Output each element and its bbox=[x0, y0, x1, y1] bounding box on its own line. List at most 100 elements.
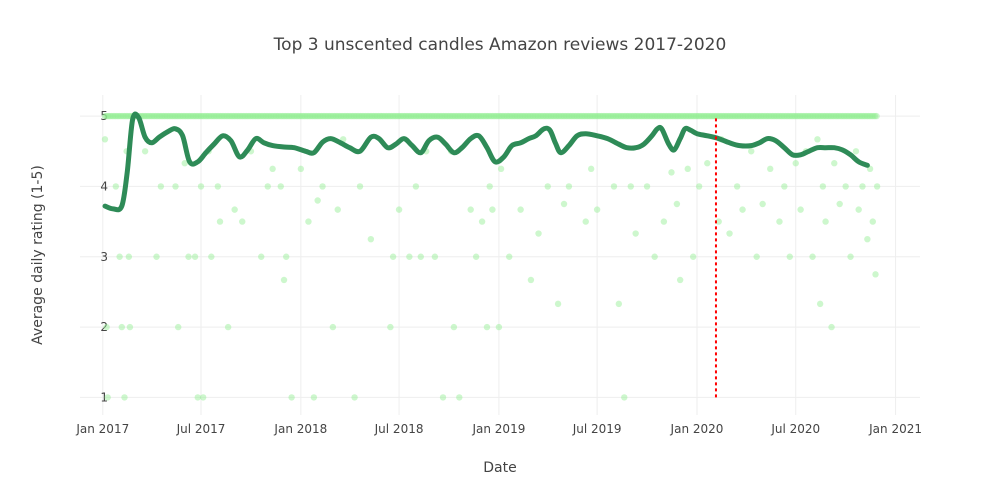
scatter-point bbox=[171, 112, 179, 120]
scatter-point bbox=[124, 112, 131, 120]
scatter-point bbox=[564, 112, 571, 120]
scatter-point bbox=[395, 206, 403, 213]
scatter-point bbox=[616, 112, 623, 120]
scatter-point bbox=[502, 112, 509, 120]
scatter-point bbox=[194, 394, 201, 401]
scatter-point bbox=[145, 112, 153, 120]
scatter-point bbox=[347, 112, 354, 120]
scatter-point bbox=[844, 112, 851, 120]
scatter-point bbox=[776, 218, 783, 225]
scatter-point bbox=[401, 112, 408, 120]
scatter-point bbox=[245, 112, 252, 120]
scatter-point bbox=[141, 148, 149, 155]
scatter-point bbox=[580, 112, 587, 120]
scatter-point bbox=[660, 218, 668, 225]
scatter-point bbox=[712, 112, 719, 120]
scatter-point bbox=[305, 112, 312, 120]
scatter-point bbox=[300, 112, 307, 120]
scatter-point bbox=[593, 206, 601, 213]
scatter-point bbox=[507, 112, 514, 120]
scatter-point bbox=[651, 112, 659, 120]
scatter-point bbox=[529, 112, 537, 120]
scatter-point bbox=[536, 112, 543, 120]
scatter-point bbox=[280, 276, 288, 284]
scatter-point bbox=[376, 112, 384, 120]
scatter-point bbox=[290, 112, 297, 120]
scatter-point bbox=[746, 112, 753, 120]
scatter-point bbox=[871, 112, 879, 120]
scatter-point bbox=[474, 112, 481, 120]
scatter-point bbox=[321, 112, 328, 120]
scatter-point bbox=[539, 112, 547, 120]
scatter-point bbox=[367, 235, 375, 243]
scatter-point bbox=[490, 112, 498, 120]
scatter-point bbox=[761, 112, 768, 120]
scatter-point bbox=[414, 112, 421, 120]
scatter-point bbox=[256, 112, 263, 120]
scatter-point bbox=[111, 112, 118, 120]
scatter-point bbox=[288, 394, 295, 401]
scatter-point bbox=[658, 112, 665, 120]
scatter-point bbox=[632, 230, 639, 237]
scatter-point bbox=[681, 112, 688, 120]
scatter-point bbox=[459, 112, 467, 120]
x-axis-title: Date bbox=[483, 460, 516, 476]
scatter-point bbox=[114, 112, 122, 120]
scatter-point bbox=[269, 165, 276, 173]
scatter-point bbox=[101, 112, 109, 120]
scatter-point bbox=[853, 112, 861, 120]
scatter-point bbox=[184, 112, 192, 120]
scatter-point bbox=[765, 112, 773, 120]
scatter-point bbox=[720, 112, 727, 120]
scatter-point bbox=[197, 183, 205, 190]
scatter-point bbox=[684, 112, 691, 120]
scatter-point bbox=[186, 112, 193, 120]
scatter-point bbox=[251, 112, 258, 120]
scatter-point bbox=[393, 112, 400, 120]
scatter-point bbox=[676, 112, 683, 120]
scatter-point bbox=[801, 112, 809, 120]
scatter-point bbox=[389, 253, 397, 260]
scatter-point bbox=[708, 112, 716, 120]
scatter-point bbox=[630, 112, 638, 120]
scatter-point bbox=[437, 112, 444, 120]
scatter-point bbox=[822, 112, 830, 120]
scatter-point bbox=[668, 169, 675, 176]
scatter-point bbox=[570, 112, 577, 120]
scatter-point bbox=[241, 112, 249, 120]
scatter-point bbox=[819, 112, 827, 120]
scatter-point bbox=[331, 112, 338, 120]
scatter-point bbox=[679, 112, 687, 120]
scatter-point bbox=[385, 112, 392, 120]
scatter-point bbox=[869, 218, 876, 225]
scatter-point bbox=[588, 112, 595, 120]
scatter-point bbox=[446, 112, 454, 120]
scatter-point bbox=[264, 112, 271, 120]
scatter-point bbox=[568, 112, 576, 120]
scatter-point bbox=[821, 112, 828, 120]
scatter-point bbox=[738, 112, 745, 120]
scatter-point bbox=[859, 183, 866, 190]
x-tick-label: Jul 2019 bbox=[572, 422, 622, 436]
scatter-point bbox=[748, 148, 755, 155]
scatter-point bbox=[770, 112, 778, 120]
scatter-point bbox=[153, 112, 161, 120]
scatter-point bbox=[176, 112, 184, 120]
scatter-point bbox=[140, 112, 148, 120]
scatter-point bbox=[386, 112, 394, 120]
scatter-point bbox=[692, 112, 700, 120]
scatter-point bbox=[484, 112, 491, 120]
y-axis-title: Average daily rating (1-5) bbox=[30, 165, 46, 345]
scatter-point bbox=[531, 112, 538, 120]
scatter-point bbox=[285, 112, 293, 120]
scatter-point bbox=[526, 112, 534, 120]
scatter-point bbox=[549, 112, 556, 120]
scatter-point bbox=[458, 112, 465, 120]
scatter-point bbox=[611, 112, 618, 120]
scatter-point bbox=[518, 112, 525, 120]
scatter-point bbox=[262, 112, 270, 120]
scatter-point bbox=[269, 112, 276, 120]
scatter-point bbox=[523, 112, 530, 120]
scatter-point bbox=[481, 112, 488, 120]
scatter-point bbox=[345, 112, 353, 120]
